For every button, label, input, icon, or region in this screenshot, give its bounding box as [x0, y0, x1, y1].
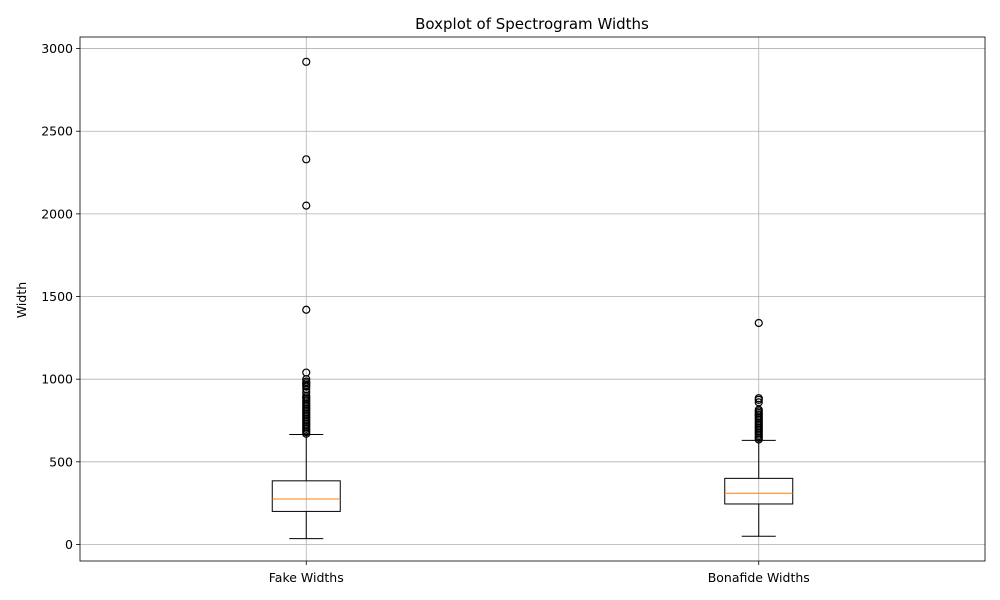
y-tick-label: 1500	[41, 289, 73, 304]
outlier-point	[302, 377, 311, 386]
outlier-point	[754, 394, 763, 403]
outlier-point	[302, 368, 311, 377]
x-tick-label: Fake Widths	[269, 570, 344, 585]
y-tick-label: 500	[49, 454, 73, 469]
box-iqr	[271, 480, 341, 512]
outlier-point	[302, 201, 311, 210]
y-tick-label: 2500	[41, 124, 73, 139]
box-iqr	[724, 477, 794, 505]
plot-frame	[79, 36, 986, 562]
axes: 0 500 1000 1500 2000 2500 3000 Fake Widths Bonaf…	[41, 36, 986, 585]
boxes	[271, 57, 794, 540]
y-axis-label: Width	[14, 282, 29, 318]
grid-lines	[80, 37, 985, 561]
outlier-point	[754, 398, 763, 407]
outlier-point	[754, 318, 763, 328]
outlier-point	[302, 155, 311, 164]
y-tick-label: 1000	[41, 372, 73, 387]
y-tick-label: 3000	[41, 41, 73, 56]
box-group	[724, 318, 794, 537]
box-group	[271, 57, 341, 540]
outlier-point	[302, 305, 311, 314]
x-tick-label: Bonafide Widths	[708, 570, 810, 585]
outlier-point	[302, 57, 311, 66]
y-tick-label: 0	[65, 537, 73, 552]
y-tick-label: 2000	[41, 206, 73, 221]
chart-title: Boxplot of Spectrogram Widths	[415, 15, 649, 33]
